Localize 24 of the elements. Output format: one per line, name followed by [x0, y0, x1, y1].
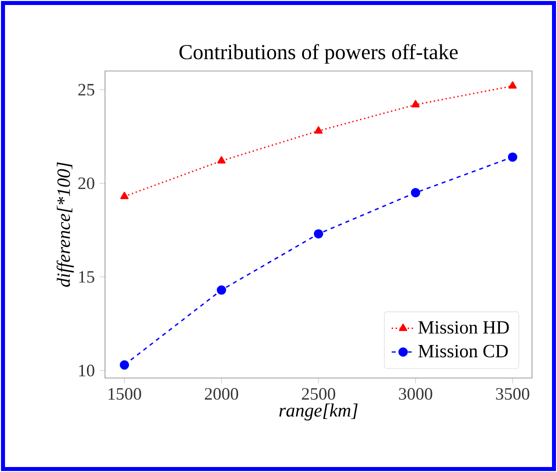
point [508, 81, 517, 89]
point [120, 360, 130, 370]
point [411, 100, 420, 108]
point [120, 192, 129, 200]
x-tick-label: 3000 [399, 388, 432, 400]
x-axis-title: range[km] [279, 404, 358, 420]
y-axis-title: difference[*100] [56, 162, 74, 287]
y-tick-label: 25 [78, 84, 94, 96]
x-tick-label: 2500 [302, 388, 336, 400]
legend-label: Mission HD [418, 321, 509, 334]
chart-title: Contributions of powers off-take [179, 44, 458, 64]
y-tick-label: 15 [79, 271, 94, 283]
x-tick-label: 1500 [108, 388, 142, 400]
x-tick-label: 2000 [204, 388, 238, 400]
point [314, 229, 324, 239]
y-tick-label: 20 [78, 177, 94, 190]
legend-label: Mission CD [418, 344, 508, 358]
point [508, 152, 518, 162]
point [410, 188, 420, 198]
y-tick-label: 10 [79, 364, 94, 376]
x-tick-label: 3500 [496, 388, 530, 400]
point [216, 285, 226, 295]
point [314, 126, 323, 134]
point [217, 156, 226, 164]
